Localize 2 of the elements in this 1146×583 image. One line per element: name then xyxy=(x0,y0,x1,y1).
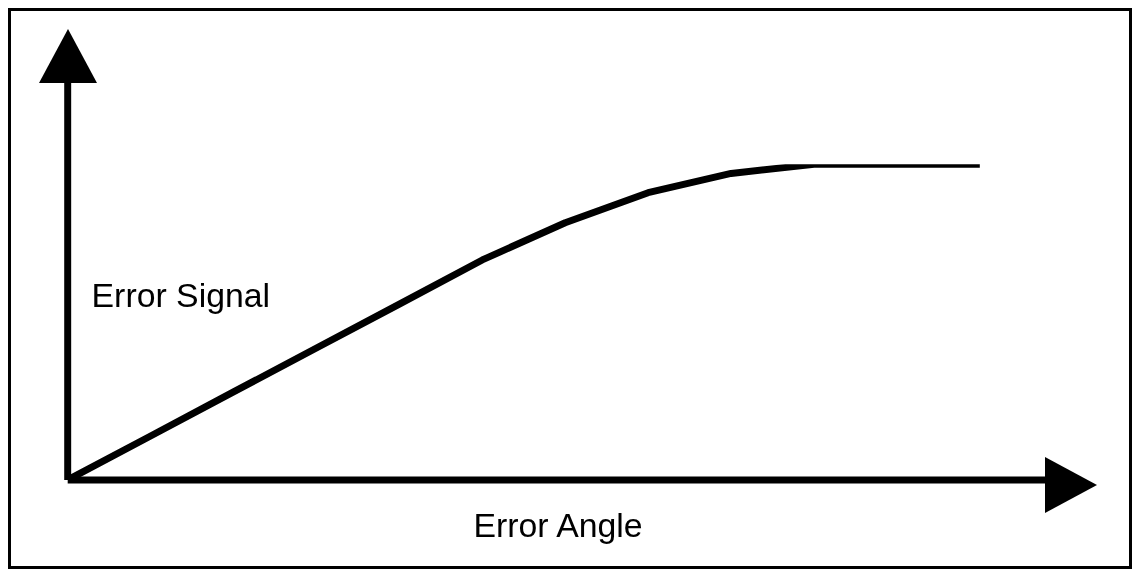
x-axis-title: Error Angle xyxy=(473,505,643,544)
y-axis-title: Error Signal xyxy=(91,276,271,315)
